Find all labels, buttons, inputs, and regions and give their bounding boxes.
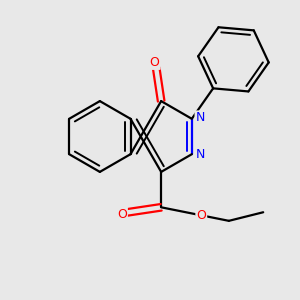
Text: O: O <box>117 208 127 220</box>
Text: O: O <box>150 56 160 69</box>
Text: N: N <box>196 148 205 161</box>
Text: O: O <box>196 209 206 222</box>
Text: N: N <box>196 111 205 124</box>
